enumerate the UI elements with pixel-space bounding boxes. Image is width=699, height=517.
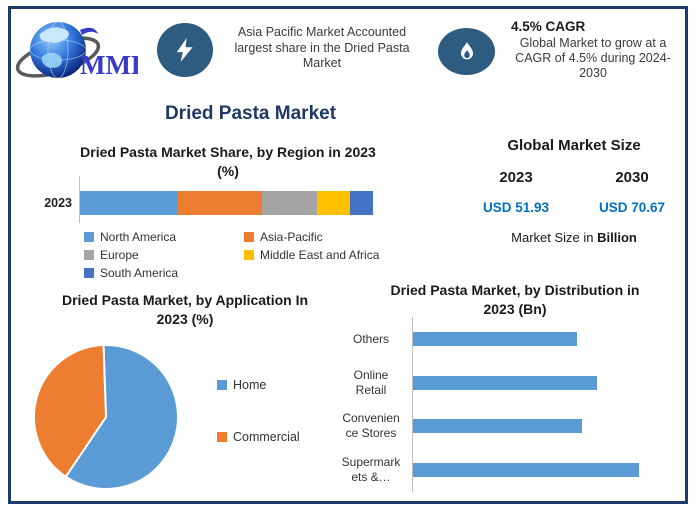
globe-icon: MMR bbox=[15, 21, 151, 80]
market-size-title: Global Market Size bbox=[507, 137, 641, 154]
dist-category-label-others: Others bbox=[334, 321, 408, 357]
region-chart-legend: North America Asia-Pacific Europe Middle Ea… bbox=[84, 230, 400, 280]
text-line: ce Stores bbox=[345, 426, 397, 440]
legend-item-commercial: Commercial bbox=[217, 430, 300, 444]
application-pie bbox=[33, 344, 179, 490]
text-line: Market bbox=[302, 56, 342, 70]
region-chart-axis bbox=[79, 176, 80, 223]
text-line: Online bbox=[353, 367, 389, 382]
legend-label: Home bbox=[233, 378, 267, 392]
dist-category-label-online-retail: Online Retail bbox=[334, 365, 408, 401]
region-bar-segment-europe bbox=[261, 191, 318, 215]
legend-label: Commercial bbox=[233, 430, 300, 444]
dist-category-label-convenience-stores: Convenien ce Stores bbox=[334, 408, 408, 444]
legend-item-south-america: South America bbox=[84, 266, 244, 280]
fact-left-text: Asia Pacific Market Accounted largest sha… bbox=[219, 25, 425, 72]
dist-bar-convenience-stores bbox=[413, 419, 582, 433]
region-chart-title: Dried Pasta Market Share, by Region in 2… bbox=[42, 143, 414, 181]
legend-swatch-icon bbox=[244, 250, 254, 260]
cagr-heading: 4.5% CAGR bbox=[511, 19, 586, 34]
dist-category-label-supermarkets: Supermark ets &… bbox=[334, 452, 408, 488]
region-chart-category-label: 2023 bbox=[44, 196, 72, 210]
text-line: Convenien bbox=[342, 411, 400, 425]
dist-bar-online-retail bbox=[413, 375, 598, 390]
legend-swatch-icon bbox=[244, 232, 254, 242]
text-line: largest share in the Dried Pasta bbox=[234, 40, 410, 55]
text-line: Dried Pasta Market Share, by Region in 2… bbox=[80, 144, 376, 160]
region-bar-segment-middle-east-and-africa bbox=[317, 191, 350, 215]
legend-label: North America bbox=[100, 230, 177, 244]
market-size-year-2030: 2030 bbox=[615, 169, 649, 186]
text-line: Supermark bbox=[341, 454, 401, 469]
legend-label: Europe bbox=[100, 248, 139, 262]
region-bar-segment-north-america bbox=[80, 191, 177, 215]
dist-bar-supermarkets bbox=[413, 462, 639, 477]
region-bar-segment-asia-pacific bbox=[176, 191, 262, 215]
legend-swatch-icon bbox=[217, 432, 227, 442]
pie-slice-home bbox=[64, 344, 179, 490]
legend-label: South America bbox=[100, 266, 179, 280]
fact-right-text: Global Market to grow at a CAGR of 4.5% d… bbox=[501, 36, 685, 81]
legend-item-north-america: North America bbox=[84, 230, 244, 244]
text-line: 2030 bbox=[579, 66, 607, 80]
legend-item-home: Home bbox=[217, 378, 300, 392]
footnote-prefix: Market Size in bbox=[511, 230, 598, 245]
text-line: 2023 (%) bbox=[156, 311, 214, 327]
mmr-logo: MMR bbox=[14, 10, 151, 88]
legend-swatch-icon bbox=[84, 232, 94, 242]
distribution-chart-axis bbox=[412, 317, 413, 492]
fact-right-icon-badge bbox=[438, 28, 495, 75]
legend-swatch-icon bbox=[217, 380, 227, 390]
legend-label: Asia-Pacific bbox=[260, 230, 323, 244]
market-size-value-2023: USD 51.93 bbox=[482, 200, 550, 215]
dist-bar-others bbox=[413, 332, 578, 346]
distribution-chart-title: Dried Pasta Market, by Distribution in 20… bbox=[362, 281, 668, 319]
logo-text: MMR bbox=[80, 50, 138, 80]
fact-right-block: 4.5% CAGR Global Market to grow at a CAGR… bbox=[501, 19, 685, 81]
text-line: Dried Pasta Market, by Application In bbox=[61, 292, 309, 308]
legend-item-europe: Europe bbox=[84, 248, 244, 262]
text-line: (%) bbox=[217, 163, 239, 179]
legend-swatch-icon bbox=[84, 250, 94, 260]
text-line: Dried Pasta Market, by Distribution in bbox=[390, 282, 640, 298]
text-line: ets &… bbox=[351, 469, 391, 484]
pie-slice-commercial bbox=[33, 344, 107, 478]
market-size-footnote: Market Size in Billion bbox=[458, 230, 690, 245]
global-market-size-panel: Global Market Size 2023 2030 USD 51.93 U… bbox=[458, 137, 690, 245]
legend-item-middle-east-and-africa: Middle East and Africa bbox=[244, 248, 400, 262]
market-size-value-2030: USD 70.67 bbox=[598, 200, 666, 215]
legend-label: Middle East and Africa bbox=[260, 248, 380, 262]
text-line: Retail bbox=[355, 382, 387, 397]
text-line: Global Market to grow at a bbox=[519, 36, 667, 50]
legend-swatch-icon bbox=[84, 268, 94, 278]
lightning-icon bbox=[176, 38, 193, 62]
market-size-year-2023: 2023 bbox=[499, 169, 533, 186]
text-line: CAGR of 4.5% during 2024- bbox=[515, 51, 671, 65]
region-bar-segment-south-america bbox=[349, 191, 373, 215]
legend-item-asia-pacific: Asia-Pacific bbox=[244, 230, 400, 244]
page-title: Dried Pasta Market bbox=[164, 103, 337, 124]
flame-icon bbox=[460, 41, 473, 59]
footnote-unit: Billion bbox=[597, 230, 637, 245]
text-line: Others bbox=[352, 331, 389, 346]
region-stacked-bar bbox=[80, 191, 373, 215]
application-chart-title: Dried Pasta Market, by Application In 202… bbox=[22, 291, 348, 329]
text-line: Asia Pacific Market Accounted bbox=[237, 25, 407, 39]
fact-left-icon-badge bbox=[157, 23, 213, 77]
application-chart-legend: Home Commercial bbox=[217, 378, 300, 444]
text-line: 2023 (Bn) bbox=[483, 301, 547, 317]
